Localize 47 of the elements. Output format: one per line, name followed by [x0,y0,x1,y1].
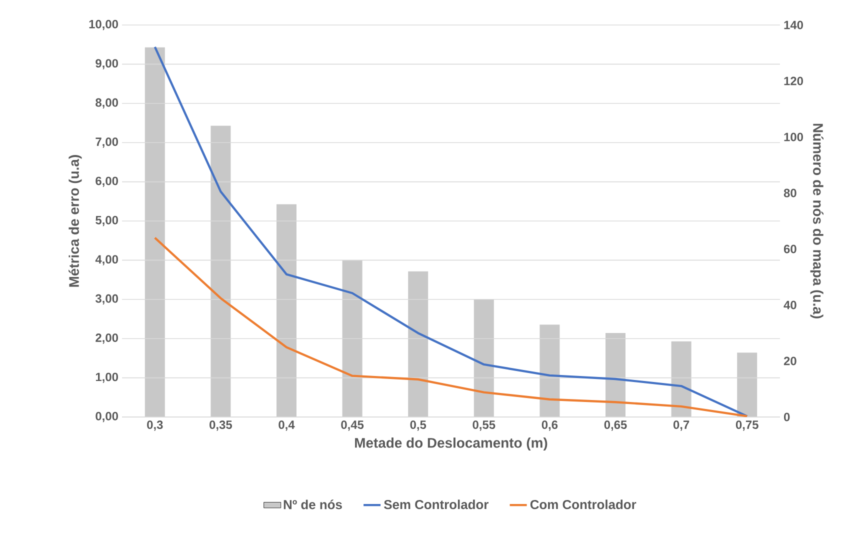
bar [276,204,297,417]
x-tick-label: 0,75 [736,420,758,431]
legend-label: Sem Controlador [384,500,488,510]
x-tick-label: 0,6 [542,420,558,431]
bar [671,341,692,417]
y2-tick-label: 0 [784,412,790,422]
y-tick-label: 8,00 [96,98,118,108]
y2-tick-label: 140 [784,20,803,30]
y-tick-label: 10,00 [89,20,118,30]
legend-label: Nº de nós [284,500,342,510]
bar [737,352,758,417]
x-tick-label: 0,4 [278,420,295,431]
x-tick-label: 0,35 [210,420,232,431]
y-tick-label: 1,00 [96,372,118,383]
y-tick-label: 0,00 [96,412,118,422]
bar [408,271,428,417]
y-tick-label: 7,00 [96,138,118,148]
y2-axis-title: Número de nós do mapa (u.a) [810,124,824,318]
line-series [154,236,748,417]
legend-label: Com Controlador [530,500,636,510]
bar [342,260,362,417]
y2-tick-label: 40 [784,300,796,310]
bar [144,47,165,417]
x-tick-label: 0,5 [410,420,426,431]
bar [474,299,494,417]
y2-tick-label: 20 [784,356,796,366]
bar [606,332,626,417]
bar [540,324,560,417]
line-series [154,46,748,417]
y-tick-label: 6,00 [96,176,118,187]
x-tick-label: 0,45 [341,420,364,431]
x-tick-label: 0,3 [147,420,163,431]
x-tick-label: 0,7 [673,420,690,431]
y-tick-label: 9,00 [96,59,118,70]
x-axis-title: Metade do Deslocamento (m) [355,438,548,451]
y-axis-title: Métrica de erro (u.a) [68,155,82,287]
y2-tick-label: 100 [784,132,803,142]
y-tick-label: 2,00 [96,334,118,344]
y-tick-label: 5,00 [96,216,118,226]
x-tick-label: 0,55 [472,420,496,431]
x-tick-label: 0,65 [604,420,627,431]
y2-tick-label: 120 [784,76,803,86]
y-tick-label: 4,00 [95,255,118,266]
y2-tick-label: 80 [784,188,796,198]
y-tick-label: 3,00 [95,294,118,304]
bar [210,126,231,417]
y2-tick-label: 60 [784,244,796,254]
